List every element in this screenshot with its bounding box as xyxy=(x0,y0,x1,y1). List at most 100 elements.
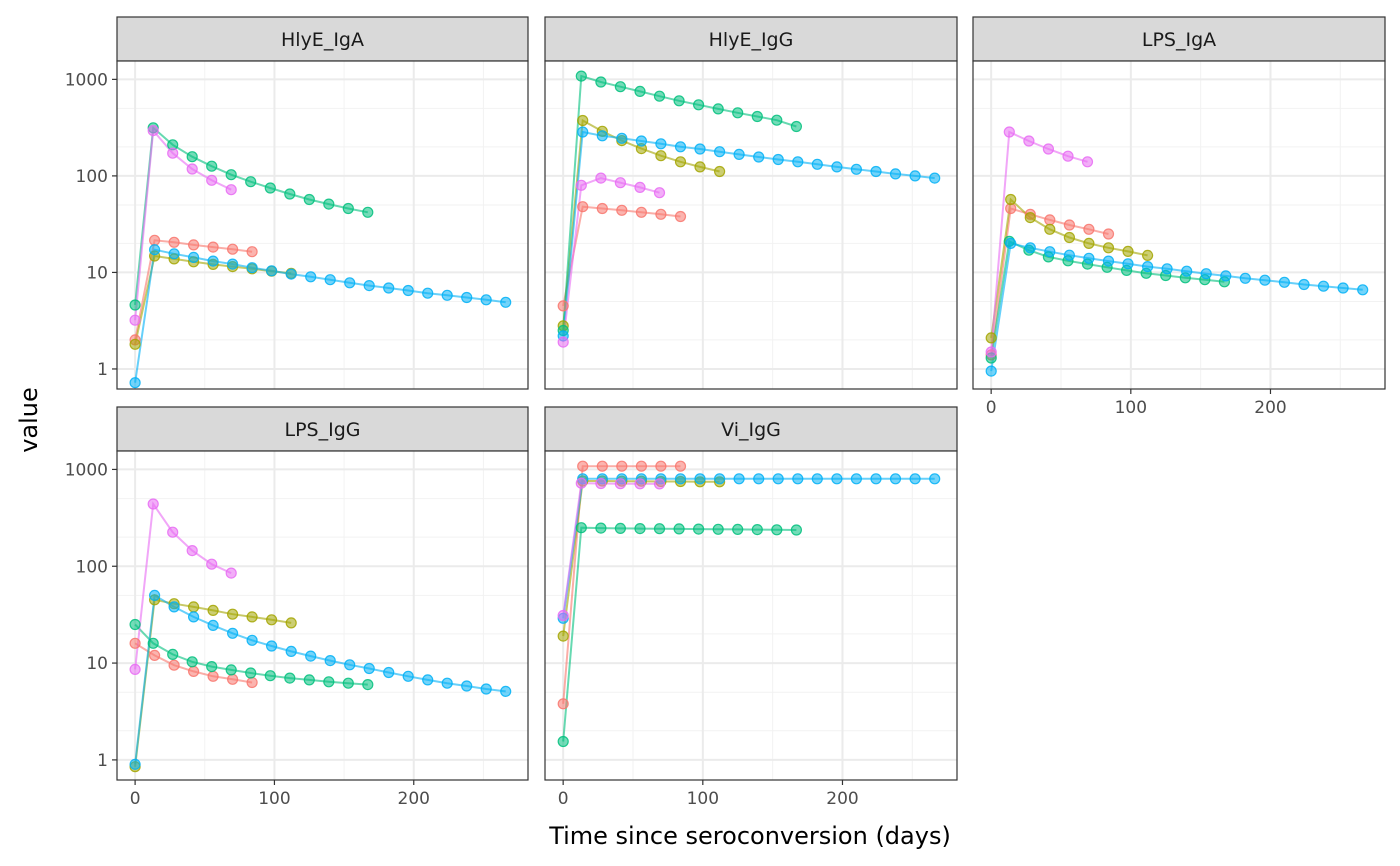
data-point xyxy=(692,99,705,111)
data-point xyxy=(557,609,569,622)
data-point xyxy=(909,473,921,485)
data-point xyxy=(246,676,258,689)
y-tick-label: 1000 xyxy=(65,460,108,480)
data-point xyxy=(245,176,257,188)
data-point xyxy=(772,153,784,166)
data-point xyxy=(188,665,200,678)
x-tick-label: 100 xyxy=(1115,398,1147,418)
data-point xyxy=(147,637,159,649)
data-point xyxy=(500,296,512,308)
data-point xyxy=(129,758,141,770)
data-point xyxy=(614,478,627,490)
x-tick-label: 100 xyxy=(258,789,290,809)
data-point xyxy=(1044,223,1056,235)
data-point xyxy=(635,135,648,147)
data-point xyxy=(850,473,863,485)
data-point xyxy=(227,627,239,639)
data-point xyxy=(149,244,161,256)
data-point xyxy=(305,650,317,662)
data-point xyxy=(713,165,726,178)
data-point xyxy=(1181,265,1193,277)
data-point xyxy=(694,143,706,155)
data-point xyxy=(206,174,218,186)
data-point xyxy=(167,648,179,661)
data-point xyxy=(831,473,843,485)
data-point xyxy=(655,208,667,220)
data-point xyxy=(831,161,843,173)
data-point xyxy=(1063,219,1076,231)
data-point xyxy=(324,274,336,286)
facet-panel-LPS_IgG: LPS_IgG xyxy=(116,406,529,781)
data-point xyxy=(634,85,646,98)
data-point xyxy=(149,589,161,602)
strip-background xyxy=(544,16,958,62)
data-point xyxy=(227,243,239,255)
axes: 1 10 100 1000 0 100 200 1 10 100 1000 0 100 200 0 100 20… xyxy=(65,70,1287,809)
data-point xyxy=(753,151,765,163)
data-point xyxy=(344,659,356,671)
data-point xyxy=(1024,242,1036,254)
data-point xyxy=(1024,212,1036,224)
data-point xyxy=(1122,258,1134,270)
data-point xyxy=(227,608,239,620)
data-point xyxy=(1357,284,1369,296)
data-point xyxy=(168,659,180,671)
panels: HlyE_IgA HlyE_IgG LPS_IgA LPS_IgG Vi_IgG xyxy=(116,16,1386,781)
data-point xyxy=(129,663,141,676)
data-point xyxy=(596,202,608,215)
data-point xyxy=(616,132,628,144)
data-point xyxy=(227,673,239,685)
data-point xyxy=(344,277,356,289)
data-point xyxy=(186,656,198,668)
panel-border xyxy=(544,60,958,390)
data-point xyxy=(1081,156,1094,168)
data-point xyxy=(266,265,278,277)
data-point xyxy=(207,619,219,632)
data-point xyxy=(655,150,667,162)
data-point xyxy=(753,473,765,485)
data-point xyxy=(1005,237,1017,249)
data-point xyxy=(422,674,434,686)
data-point xyxy=(284,188,296,200)
x-tick-label: 100 xyxy=(687,789,719,809)
y-tick-label: 100 xyxy=(76,167,108,187)
data-point xyxy=(733,148,745,160)
data-point xyxy=(1044,214,1056,226)
data-point xyxy=(751,523,763,536)
data-point xyxy=(186,544,198,557)
data-point xyxy=(1141,249,1154,261)
data-point xyxy=(1003,126,1015,138)
plot-background xyxy=(117,61,528,389)
data-point xyxy=(246,246,258,258)
strip-label: HlyE_IgA xyxy=(281,29,364,51)
data-point xyxy=(653,187,666,199)
data-point xyxy=(772,473,784,485)
data-point xyxy=(362,206,374,218)
data-point xyxy=(266,640,278,652)
data-point xyxy=(167,526,179,538)
data-point xyxy=(129,377,141,389)
data-point xyxy=(614,522,627,535)
data-point xyxy=(1337,282,1349,294)
data-point xyxy=(790,524,803,536)
data-point xyxy=(323,198,335,210)
data-point xyxy=(557,630,569,642)
data-point xyxy=(694,473,706,485)
data-point xyxy=(653,90,666,102)
data-point xyxy=(614,81,627,93)
strip-label: Vi_IgG xyxy=(721,419,781,441)
data-point xyxy=(792,473,804,485)
data-point xyxy=(596,460,608,472)
data-point xyxy=(147,498,159,510)
data-point xyxy=(285,268,297,280)
data-point xyxy=(1317,280,1330,292)
facet-panel-LPS_IgA: LPS_IgA xyxy=(972,16,1386,390)
data-point xyxy=(303,674,315,686)
y-axis-title: value xyxy=(15,387,43,453)
data-point xyxy=(870,473,882,485)
data-point xyxy=(1083,223,1095,235)
data-point xyxy=(303,193,315,206)
data-point xyxy=(500,685,512,698)
data-point xyxy=(363,280,375,292)
